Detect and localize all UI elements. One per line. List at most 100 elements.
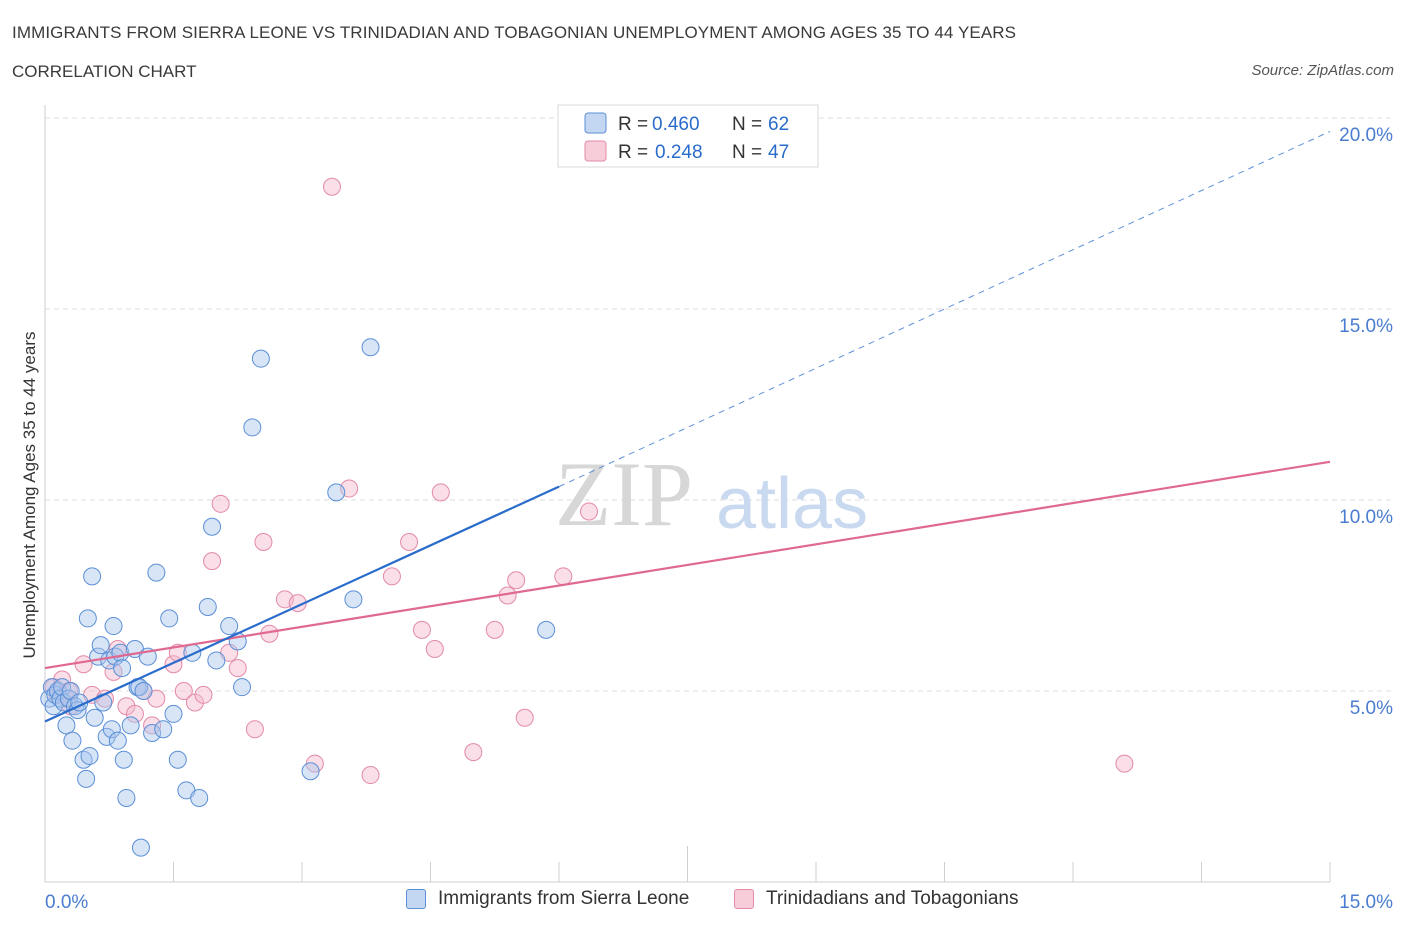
data-point-trinidad [382, 567, 401, 586]
data-point-trinidad [554, 567, 573, 586]
x-tick-label-min: 0.0% [45, 892, 88, 913]
data-point-trinidad [425, 639, 444, 658]
trendline-sierra-leone [44, 485, 560, 723]
data-point-sierra-leone [83, 567, 102, 586]
legend-swatch-sierra-leone [406, 889, 426, 909]
data-point-sierra-leone [117, 788, 136, 807]
watermark-atlas: atlas [716, 464, 868, 544]
y-tick-label: 5.0% [1350, 698, 1393, 719]
gridlines [45, 117, 1395, 692]
legend-n-label-1: N = [732, 114, 762, 135]
data-point-sierra-leone [102, 720, 121, 739]
legend-label-trinidad: Trinidadians and Tobagonians [766, 888, 1019, 909]
legend-n-label-2: N = [732, 142, 762, 163]
data-point-sierra-leone [134, 682, 153, 700]
data-point-trinidad [104, 662, 123, 681]
data-point-trinidad [322, 177, 341, 196]
data-point-trinidad [579, 502, 598, 521]
data-point-sierra-leone [220, 617, 239, 636]
data-point-sierra-leone [160, 609, 179, 628]
data-point-sierra-leone [207, 651, 226, 670]
data-point-sierra-leone [147, 563, 166, 582]
data-point-sierra-leone [327, 483, 346, 502]
x-tick-label-max: 15.0% [1339, 892, 1393, 913]
data-point-trinidad [194, 685, 213, 704]
y-tick-label: 20.0% [1339, 125, 1393, 146]
data-point-sierra-leone [77, 769, 96, 788]
data-point-sierra-leone [57, 716, 76, 735]
legend-item-sierra-leone: Immigrants from Sierra Leone [406, 888, 689, 910]
axes [44, 105, 1331, 883]
legend-r-value-1: 0.460 [652, 114, 700, 135]
legend-swatch-pink [584, 140, 607, 162]
data-point-trinidad [254, 533, 273, 552]
data-point-sierra-leone [143, 724, 162, 743]
data-point-sierra-leone [198, 597, 217, 616]
pink-series-points [44, 128, 1134, 785]
data-point-sierra-leone [91, 636, 110, 655]
data-point-sierra-leone [168, 750, 187, 769]
trendline-sierra-leone-extension [558, 130, 1331, 488]
legend-r-label-1: R = [618, 114, 648, 135]
y-tick-label: 10.0% [1339, 507, 1393, 528]
correlation-legend: R = 0.460 N = 62 R = 0.248 N = 47 [557, 104, 819, 168]
data-point-trinidad [515, 708, 534, 727]
data-point-sierra-leone [233, 678, 252, 697]
legend-swatch-trinidad [734, 889, 754, 909]
data-point-sierra-leone [344, 590, 363, 609]
chart-subtitle: CORRELATION CHART [12, 62, 197, 81]
data-point-sierra-leone [164, 704, 183, 723]
data-point-trinidad [203, 552, 222, 571]
data-point-trinidad [400, 533, 419, 552]
legend-n-value-2: 47 [768, 142, 789, 163]
legend-label-sierra-leone: Immigrants from Sierra Leone [438, 888, 690, 909]
data-point-sierra-leone [63, 731, 82, 750]
data-point-trinidad [507, 571, 526, 590]
trend-lines [44, 130, 1331, 723]
series-legend: Immigrants from Sierra Leone Trinidadian… [0, 888, 1406, 916]
data-point-trinidad [143, 716, 162, 735]
data-point-trinidad [245, 720, 264, 739]
data-point-sierra-leone [80, 746, 99, 765]
data-point-sierra-leone [78, 609, 97, 628]
data-point-sierra-leone [190, 788, 209, 807]
legend-r-value-2: 0.248 [655, 142, 703, 163]
data-point-trinidad [228, 659, 247, 678]
legend-n-value-1: 62 [768, 114, 789, 135]
data-point-sierra-leone [114, 750, 133, 769]
data-point-trinidad [361, 766, 380, 785]
watermark: ZIP atlas [555, 443, 868, 545]
data-point-sierra-leone [53, 678, 72, 697]
legend-item-trinidad: Trinidadians and Tobagonians [734, 888, 1018, 910]
legend-swatch-blue [584, 112, 607, 134]
tick-labels: 5.0% 10.0% 15.0% 20.0% 0.0% 15.0% [45, 125, 1393, 913]
data-point-trinidad [125, 704, 144, 723]
data-point-sierra-leone [251, 349, 270, 368]
chart-title: IMMIGRANTS FROM SIERRA LEONE VS TRINIDAD… [12, 23, 1017, 42]
legend-r-label-2: R = [618, 142, 648, 163]
data-point-sierra-leone [154, 720, 173, 739]
data-point-trinidad [464, 743, 483, 762]
data-point-sierra-leone [301, 762, 320, 781]
data-point-trinidad [211, 494, 230, 513]
source-label: Source: ZipAtlas.com [1251, 62, 1394, 79]
data-point-trinidad [1115, 754, 1134, 773]
data-point-sierra-leone [243, 418, 262, 437]
trendline-trinidad [44, 460, 1331, 670]
data-point-sierra-leone [183, 643, 202, 662]
data-point-sierra-leone [203, 517, 222, 536]
y-tick-label: 15.0% [1339, 316, 1393, 337]
data-point-sierra-leone [113, 659, 132, 678]
y-axis-label: Unemployment Among Ages 35 to 44 years [20, 332, 39, 659]
data-point-sierra-leone [85, 708, 104, 727]
data-point-trinidad [174, 682, 193, 700]
data-point-trinidad [412, 620, 431, 639]
data-point-trinidad [485, 620, 504, 639]
data-point-sierra-leone [537, 620, 556, 639]
data-point-sierra-leone [131, 838, 150, 857]
data-point-sierra-leone [121, 716, 140, 735]
data-point-trinidad [431, 483, 450, 502]
data-point-sierra-leone [361, 338, 380, 357]
data-point-sierra-leone [108, 731, 127, 750]
